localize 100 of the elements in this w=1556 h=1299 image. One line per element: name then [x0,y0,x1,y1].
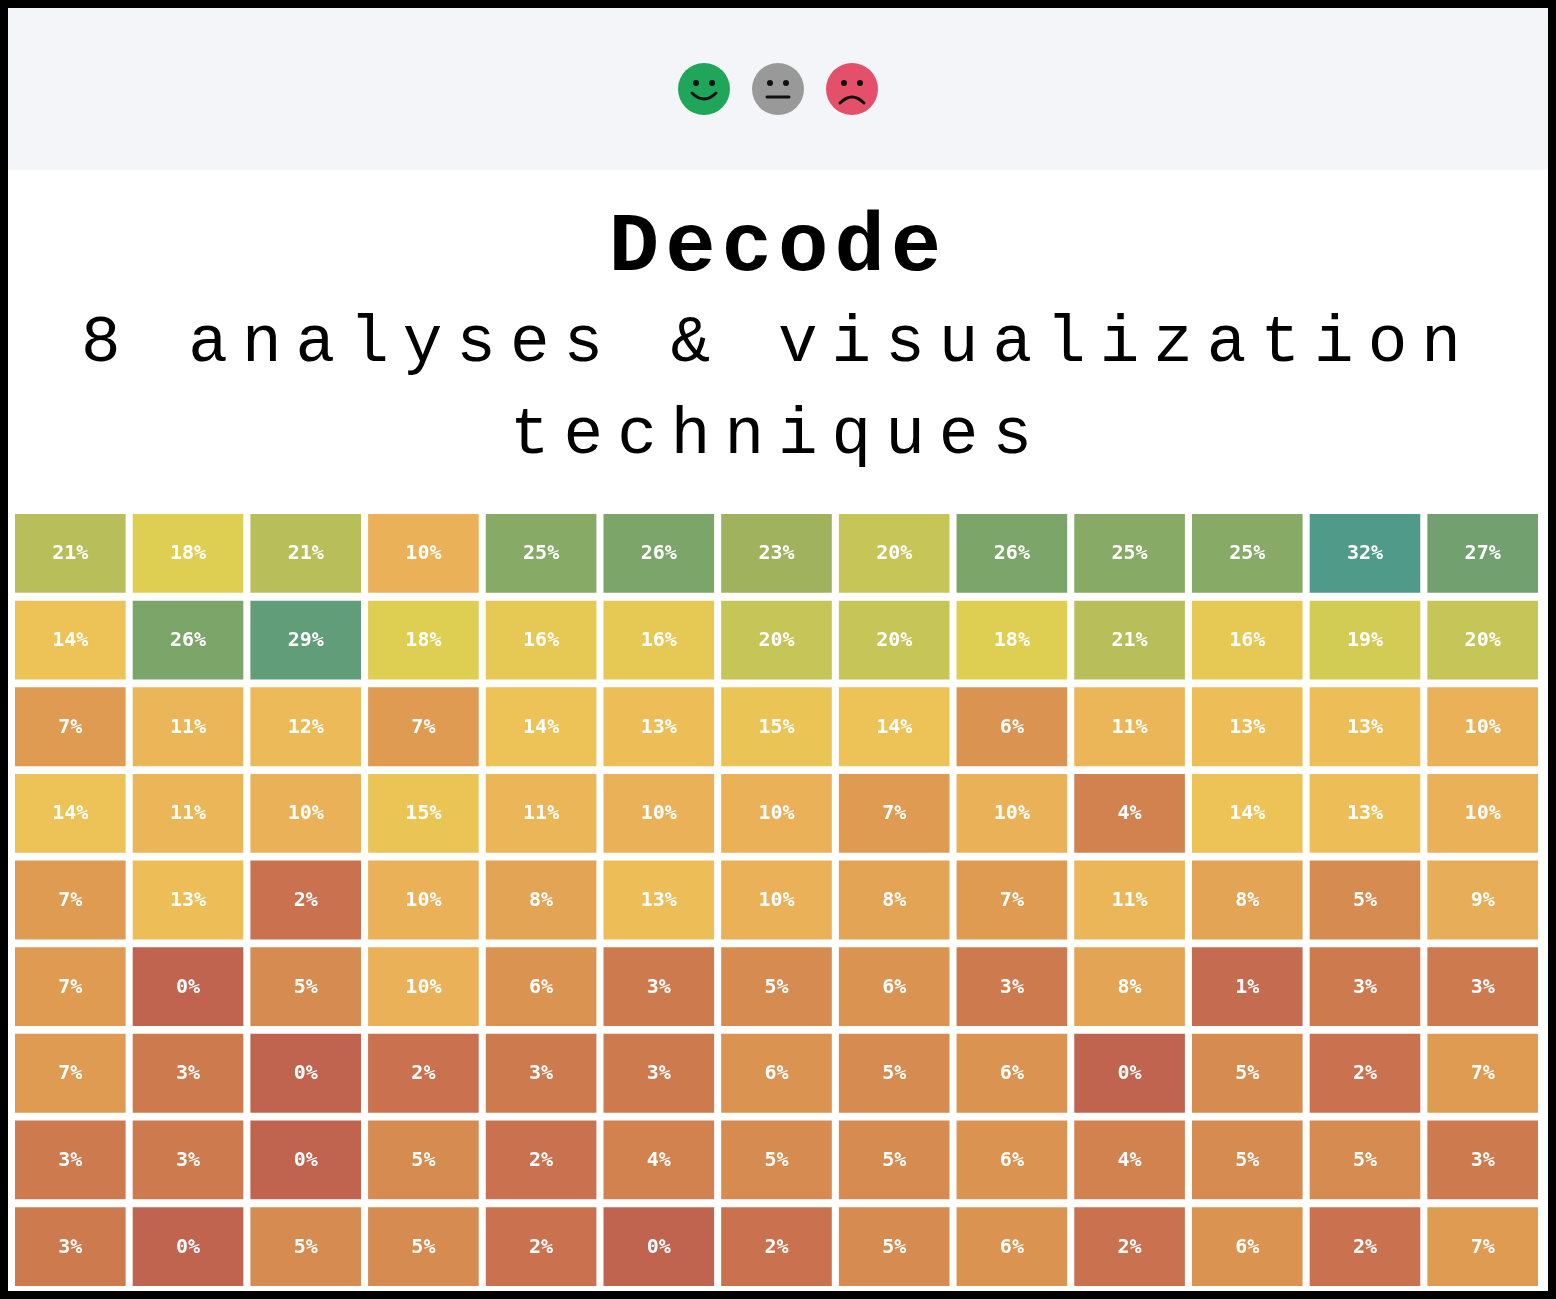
data-label: 2% [1352,1233,1378,1258]
data-label: 3% [529,1060,554,1085]
data-label: 3% [175,1060,201,1085]
data-label: 5% [1235,1060,1260,1085]
data-label: 5% [764,973,789,998]
data-label: 26% [640,540,677,565]
data-label: 7% [58,1060,83,1085]
data-label: 7% [1470,1233,1495,1258]
data-label: 3% [646,973,671,998]
data-label: 11% [523,800,560,825]
data-label: 20% [758,627,795,652]
data-label: 3% [1352,973,1378,998]
data-label: 16% [523,627,560,652]
data-label: 6% [999,713,1024,738]
data-label: 14% [1229,800,1266,825]
data-label: 6% [999,1146,1024,1171]
data-label: 1% [1235,973,1260,998]
data-label: 8% [1235,887,1260,911]
data-label: 13% [640,713,677,738]
data-label: 2% [293,887,318,911]
data-label: 16% [1229,627,1266,652]
data-label: 10% [993,800,1030,825]
data-label: 10% [405,887,442,911]
data-label: 23% [758,540,795,565]
data-label: 6% [999,1233,1024,1258]
data-label: 5% [882,1233,907,1258]
data-label: 25% [523,540,560,565]
data-label: 0% [175,1233,201,1258]
data-label: 5% [411,1146,436,1171]
data-label: 20% [1464,627,1501,652]
data-label: 11% [1111,887,1148,911]
data-label: 10% [1464,713,1501,738]
data-label: 5% [1235,1146,1260,1171]
data-label: 15% [405,800,442,825]
data-label: 10% [405,973,442,998]
data-label: 11% [169,713,207,738]
data-label: 26% [169,627,207,652]
data-label: 29% [287,627,324,652]
data-label: 7% [58,713,83,738]
data-label: 21% [1111,627,1148,652]
data-label: 11% [1111,713,1148,738]
data-label: 9% [1470,887,1495,911]
data-label: 5% [293,1233,318,1258]
data-label: 6% [764,1060,789,1085]
data-label: 8% [1117,973,1142,998]
data-label: 0% [1117,1060,1142,1085]
data-label: 2% [1352,1060,1378,1085]
data-label: 4% [1117,800,1142,825]
data-label: 5% [764,1146,789,1171]
data-label: 3% [175,1146,201,1171]
data-label: 13% [1346,800,1384,825]
data-label: 3% [999,973,1024,998]
data-label: 7% [882,800,907,825]
data-label: 16% [640,627,677,652]
data-label: 10% [1464,800,1501,825]
data-label: 10% [287,800,324,825]
data-label: 7% [1470,1060,1495,1085]
data-label: 10% [758,887,795,911]
data-label: 6% [882,973,907,998]
data-label: 10% [405,540,442,565]
chart-title: Decode [607,199,949,297]
data-label: 3% [1470,973,1495,998]
data-label: 25% [1229,540,1266,565]
data-label: 13% [169,887,207,911]
data-label: 6% [999,1060,1024,1085]
data-label: 14% [876,713,913,738]
data-label: 2% [529,1233,554,1258]
data-label: 3% [58,1233,83,1258]
data-label: 32% [1346,540,1384,565]
data-label: 3% [1470,1146,1495,1171]
data-label: 6% [529,973,554,998]
data-label: 21% [52,540,89,565]
data-label: 10% [640,800,677,825]
data-label: 20% [876,627,913,652]
data-label: 5% [1352,1146,1378,1171]
data-label: 10% [758,800,795,825]
data-label: 4% [1117,1146,1142,1171]
data-label: 18% [993,627,1030,652]
data-label: 2% [1117,1233,1142,1258]
data-label: 6% [1235,1233,1260,1258]
data-label: 4% [646,1146,671,1171]
data-label: 14% [523,713,560,738]
data-label: 2% [764,1233,789,1258]
data-label: 20% [876,540,913,565]
data-label: 11% [169,800,207,825]
data-label: 13% [1229,713,1266,738]
data-label: 5% [1352,887,1378,911]
data-label: 27% [1464,540,1501,565]
chart-subtitle: 8 analyses & visualization techniques [80,305,1476,475]
data-label: 15% [758,713,795,738]
data-label: 7% [58,887,83,911]
data-label: 0% [646,1233,671,1258]
data-label: 12% [287,713,324,738]
data-label: 7% [58,973,83,998]
data-label: 8% [882,887,907,911]
data-label: 14% [52,627,89,652]
data-label: 25% [1111,540,1148,565]
data-label: 2% [529,1146,554,1171]
data-label: 7% [999,887,1024,911]
data-label: 18% [405,627,442,652]
